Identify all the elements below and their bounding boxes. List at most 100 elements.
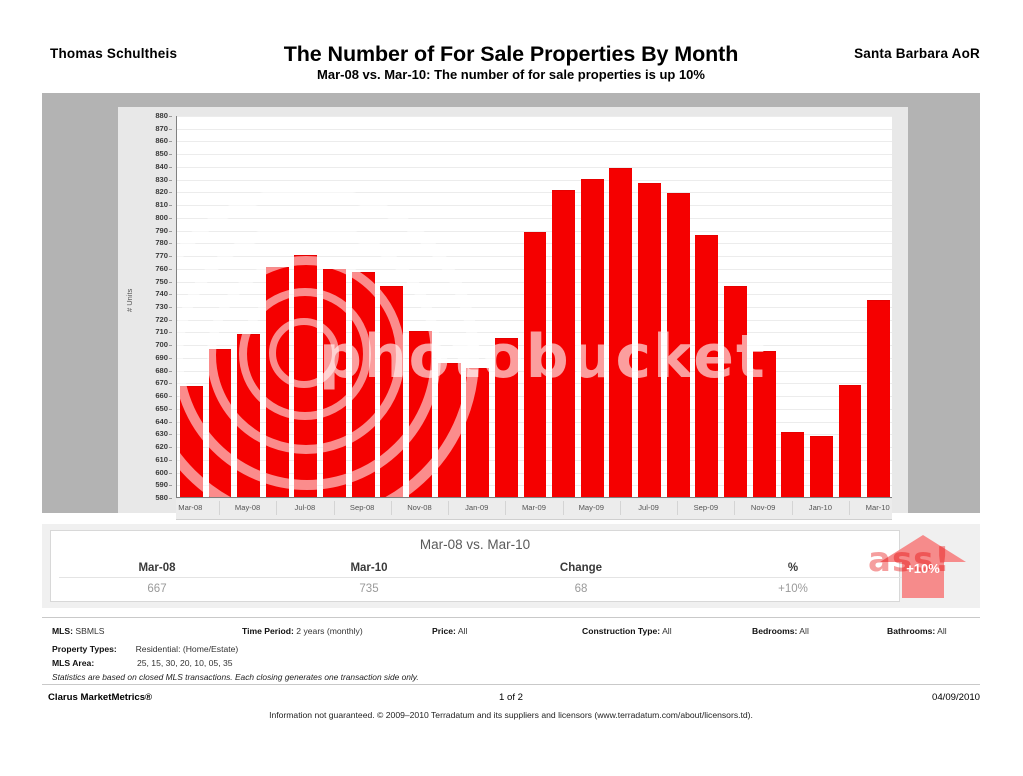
gridline — [177, 192, 892, 194]
bar — [552, 190, 576, 497]
summary-section: Mar-08 vs. Mar-10 Mar-08 Mar-10 Change% 66… — [42, 524, 980, 608]
y-axis-tick-label: 610 — [155, 454, 168, 464]
y-axis-tick-label: 630 — [155, 429, 168, 439]
y-axis-tick — [169, 485, 172, 487]
bar — [809, 435, 833, 497]
x-axis-separator — [505, 501, 507, 515]
gridline — [177, 116, 892, 117]
y-axis-tick-label: 600 — [155, 467, 168, 477]
x-axis-tick-label: Nov-08 — [407, 503, 432, 512]
x-axis-tick-label: Nov-09 — [750, 503, 776, 512]
criteria-value: All — [662, 626, 672, 636]
criteria-value: All — [457, 626, 468, 636]
y-axis-tick — [169, 116, 172, 117]
y-axis-tick — [169, 472, 172, 474]
criteria-section: MLS: SBMLS Time Period: 2 years (monthly)… — [42, 617, 980, 685]
badge-watermark: ass! — [868, 540, 951, 580]
bar — [609, 168, 633, 497]
y-axis-tick — [169, 166, 172, 168]
criteria-item: MLS: SBMLS — [52, 626, 105, 636]
y-axis-tick — [169, 408, 172, 410]
x-axis-tick-label: May-09 — [578, 503, 604, 512]
criteria-key: MLS: — [52, 626, 74, 636]
gridline — [177, 179, 892, 181]
criteria-item: Price: All — [432, 626, 467, 636]
summary-header-cell: Mar-10 — [350, 562, 388, 574]
bar — [466, 368, 490, 497]
bar — [437, 363, 461, 497]
y-axis-tick — [169, 498, 172, 499]
criteria-property-types: Property Types: Residential: (Home/Estat… — [52, 644, 238, 654]
bar — [781, 432, 805, 497]
summary-header-cell: Mar-08 — [138, 562, 176, 574]
bar — [752, 350, 776, 497]
chart-frame: # Units 880 870 860 850 840 830 820 810 800 790 78… — [118, 107, 908, 520]
criteria-key: Property Types: — [52, 644, 117, 654]
y-axis-tick — [169, 396, 172, 398]
x-axis-separator — [849, 501, 851, 515]
y-axis-tick — [169, 128, 172, 130]
criteria-key: MLS Area: — [52, 658, 95, 668]
summary-value-cell: 735 — [359, 583, 379, 595]
y-axis-tick-label: 800 — [155, 212, 168, 222]
y-axis-tick — [169, 268, 172, 270]
bar — [237, 334, 261, 497]
gridline — [177, 230, 892, 232]
bar-series — [177, 116, 892, 497]
criteria-value: Residential: (Home/Estate) — [135, 644, 239, 654]
y-axis-tick — [169, 421, 172, 423]
criteria-item: Time Period: 2 years (monthly) — [242, 626, 363, 636]
y-axis-tick — [169, 345, 172, 347]
x-axis-tick-label: Mar-09 — [521, 503, 547, 512]
summary-value-row: 667 735 68 +10% — [51, 583, 899, 595]
y-axis-tick — [169, 256, 172, 258]
footer-disclaimer: Information not guaranteed. © 2009–2010 … — [269, 710, 753, 720]
x-axis-separator — [276, 501, 278, 515]
y-axis-tick-label: 740 — [155, 289, 168, 299]
y-axis-tick — [169, 332, 172, 334]
plot-shell: # Units 880 870 860 850 840 830 820 810 800 790 78… — [125, 112, 896, 520]
y-axis-tick-label: 670 — [155, 378, 168, 388]
bar — [179, 386, 203, 497]
x-axis-separator — [791, 501, 793, 515]
page-subtitle: Mar-08 vs. Mar-10: The number of for sal… — [317, 67, 705, 82]
y-axis-tick-label: 870 — [155, 123, 168, 133]
x-axis-separator — [448, 501, 450, 515]
y-axis-tick-label: 860 — [155, 136, 168, 146]
summary-header-cell: Change — [559, 562, 603, 574]
criteria-value: 2 years (monthly) — [296, 626, 363, 636]
footer-brand: Clarus MarketMetrics® — [48, 692, 153, 703]
criteria-value: SBMLS — [75, 626, 105, 636]
y-axis-tick-label: 590 — [155, 480, 168, 490]
bar — [208, 349, 232, 497]
summary-value-cell: +10% — [778, 583, 808, 595]
y-axis-tick — [169, 243, 172, 245]
x-axis-separator — [619, 501, 621, 515]
y-axis-tick — [169, 179, 172, 181]
bar — [494, 337, 518, 497]
gridline — [177, 128, 892, 130]
y-axis-tick — [169, 357, 172, 359]
x-axis-tick-label: Mar-10 — [865, 503, 890, 512]
x-axis-separator — [677, 501, 679, 515]
y-axis-tick — [169, 230, 172, 232]
y-axis-tick-label: 650 — [155, 403, 168, 413]
criteria-key: Bathrooms: — [887, 626, 936, 636]
report-footer: Clarus MarketMetrics® 1 of 2 04/09/2010 … — [42, 692, 980, 726]
y-axis-tick-label: 780 — [155, 238, 168, 248]
bar — [724, 285, 747, 497]
arrow-up-icon — [880, 535, 966, 598]
bar — [638, 182, 661, 497]
x-axis-tick-label: Jul-08 — [294, 503, 316, 512]
status-badge: ass! +10% — [868, 532, 968, 600]
gridline — [177, 217, 892, 219]
y-axis-tick — [169, 383, 172, 385]
x-axis-separator — [333, 501, 335, 515]
bar — [351, 271, 375, 497]
summary-value-cell: 68 — [574, 583, 588, 595]
criteria-value: 25, 15, 30, 20, 10, 05, 35 — [136, 658, 233, 668]
summary-table: Mar-08 vs. Mar-10 Mar-08 Mar-10 Change% 66… — [50, 530, 908, 602]
y-axis-title: # Units — [125, 288, 134, 312]
y-axis-tick-label: 660 — [155, 391, 168, 401]
y-axis-tick — [169, 192, 172, 194]
